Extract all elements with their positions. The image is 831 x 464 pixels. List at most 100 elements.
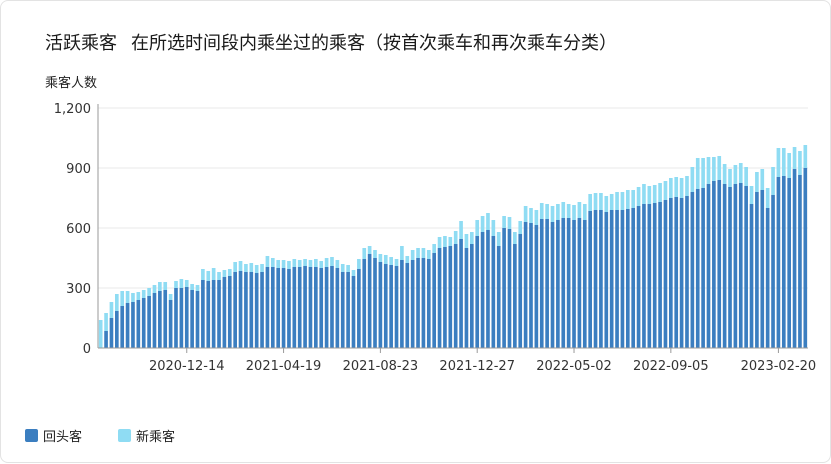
bar-returning[interactable] — [437, 248, 442, 348]
bar-returning[interactable] — [615, 210, 619, 348]
bar-returning[interactable] — [545, 219, 549, 348]
bar-new[interactable] — [717, 156, 722, 180]
bar-new[interactable] — [303, 259, 307, 266]
bar-new[interactable] — [174, 281, 178, 288]
bar-returning[interactable] — [480, 232, 485, 348]
bar-returning[interactable] — [765, 208, 770, 348]
bar-returning[interactable] — [190, 290, 194, 348]
bar-returning[interactable] — [513, 244, 517, 348]
bar-new[interactable] — [534, 210, 539, 225]
bar-new[interactable] — [556, 204, 560, 220]
bar-new[interactable] — [669, 178, 673, 198]
bar-new[interactable] — [513, 232, 517, 244]
bar-new[interactable] — [416, 248, 420, 258]
bar-new[interactable] — [201, 269, 205, 280]
bar-returning[interactable] — [803, 168, 808, 348]
bar-new[interactable] — [141, 290, 146, 298]
bar-returning[interactable] — [201, 280, 205, 348]
bar-new[interactable] — [233, 262, 237, 272]
bar-new[interactable] — [163, 282, 168, 290]
bar-new[interactable] — [663, 181, 668, 200]
bar-returning[interactable] — [238, 271, 243, 348]
bar-returning[interactable] — [647, 204, 652, 348]
bar-new[interactable] — [357, 259, 361, 269]
bar-returning[interactable] — [658, 202, 662, 348]
bar-returning[interactable] — [534, 225, 539, 348]
bar-returning[interactable] — [453, 244, 458, 348]
bar-returning[interactable] — [588, 211, 592, 348]
bar-new[interactable] — [222, 270, 227, 277]
bar-returning[interactable] — [722, 184, 727, 348]
bar-new[interactable] — [685, 176, 689, 196]
bar-new[interactable] — [394, 259, 399, 266]
bar-new[interactable] — [254, 265, 259, 273]
bar-returning[interactable] — [217, 280, 221, 348]
bar-new[interactable] — [448, 237, 453, 246]
bar-returning[interactable] — [373, 258, 377, 348]
bar-returning[interactable] — [685, 196, 689, 348]
bar-returning[interactable] — [529, 223, 533, 348]
bar-returning[interactable] — [518, 234, 523, 348]
bar-returning[interactable] — [502, 228, 506, 348]
bar-returning[interactable] — [168, 300, 173, 348]
bar-returning[interactable] — [394, 266, 399, 348]
bar-returning[interactable] — [695, 189, 700, 348]
bar-returning[interactable] — [620, 210, 625, 348]
bar-returning[interactable] — [276, 268, 281, 348]
bar-returning[interactable] — [669, 198, 673, 348]
bar-returning[interactable] — [550, 222, 555, 348]
bar-new[interactable] — [749, 186, 754, 204]
bar-new[interactable] — [206, 271, 211, 281]
bar-returning[interactable] — [469, 244, 474, 348]
bar-new[interactable] — [120, 291, 125, 306]
bar-returning[interactable] — [539, 219, 544, 348]
bar-new[interactable] — [755, 172, 759, 192]
bar-returning[interactable] — [367, 254, 372, 348]
bar-returning[interactable] — [400, 260, 404, 348]
bar-new[interactable] — [642, 184, 646, 204]
bar-new[interactable] — [690, 167, 695, 192]
bar-returning[interactable] — [287, 269, 291, 348]
bar-returning[interactable] — [206, 281, 211, 348]
bar-returning[interactable] — [163, 290, 168, 348]
bar-returning[interactable] — [679, 198, 684, 348]
legend-item-new[interactable]: 新乘客 — [118, 426, 175, 445]
bar-new[interactable] — [389, 257, 393, 265]
bar-new[interactable] — [722, 164, 727, 184]
bar-returning[interactable] — [459, 239, 463, 348]
bar-new[interactable] — [244, 264, 248, 272]
bar-returning[interactable] — [577, 218, 582, 348]
bar-new[interactable] — [260, 264, 264, 272]
bar-returning[interactable] — [733, 184, 738, 348]
bar-new[interactable] — [695, 158, 700, 189]
bar-new[interactable] — [340, 264, 345, 272]
bar-new[interactable] — [636, 187, 641, 206]
bar-new[interactable] — [136, 292, 141, 300]
bar-returning[interactable] — [625, 209, 630, 348]
bar-new[interactable] — [152, 285, 157, 293]
bar-new[interactable] — [480, 216, 485, 232]
bar-new[interactable] — [405, 256, 410, 263]
bar-returning[interactable] — [141, 298, 146, 348]
bar-new[interactable] — [265, 256, 270, 267]
bar-returning[interactable] — [593, 210, 598, 348]
bar-new[interactable] — [330, 257, 334, 266]
bar-returning[interactable] — [652, 203, 657, 348]
bar-new[interactable] — [733, 165, 738, 184]
bar-returning[interactable] — [582, 220, 587, 348]
bar-returning[interactable] — [771, 195, 775, 348]
bar-new[interactable] — [599, 193, 603, 210]
bar-returning[interactable] — [507, 229, 512, 348]
bar-new[interactable] — [308, 260, 313, 267]
bar-returning[interactable] — [749, 204, 754, 348]
bar-returning[interactable] — [136, 300, 141, 348]
bar-new[interactable] — [491, 220, 496, 236]
bar-new[interactable] — [432, 244, 437, 253]
bar-new[interactable] — [679, 178, 684, 198]
bar-returning[interactable] — [604, 212, 609, 348]
bar-returning[interactable] — [416, 258, 420, 348]
bar-new[interactable] — [367, 246, 372, 254]
bar-returning[interactable] — [631, 208, 636, 348]
bar-new[interactable] — [383, 255, 388, 264]
bar-new[interactable] — [179, 279, 184, 288]
